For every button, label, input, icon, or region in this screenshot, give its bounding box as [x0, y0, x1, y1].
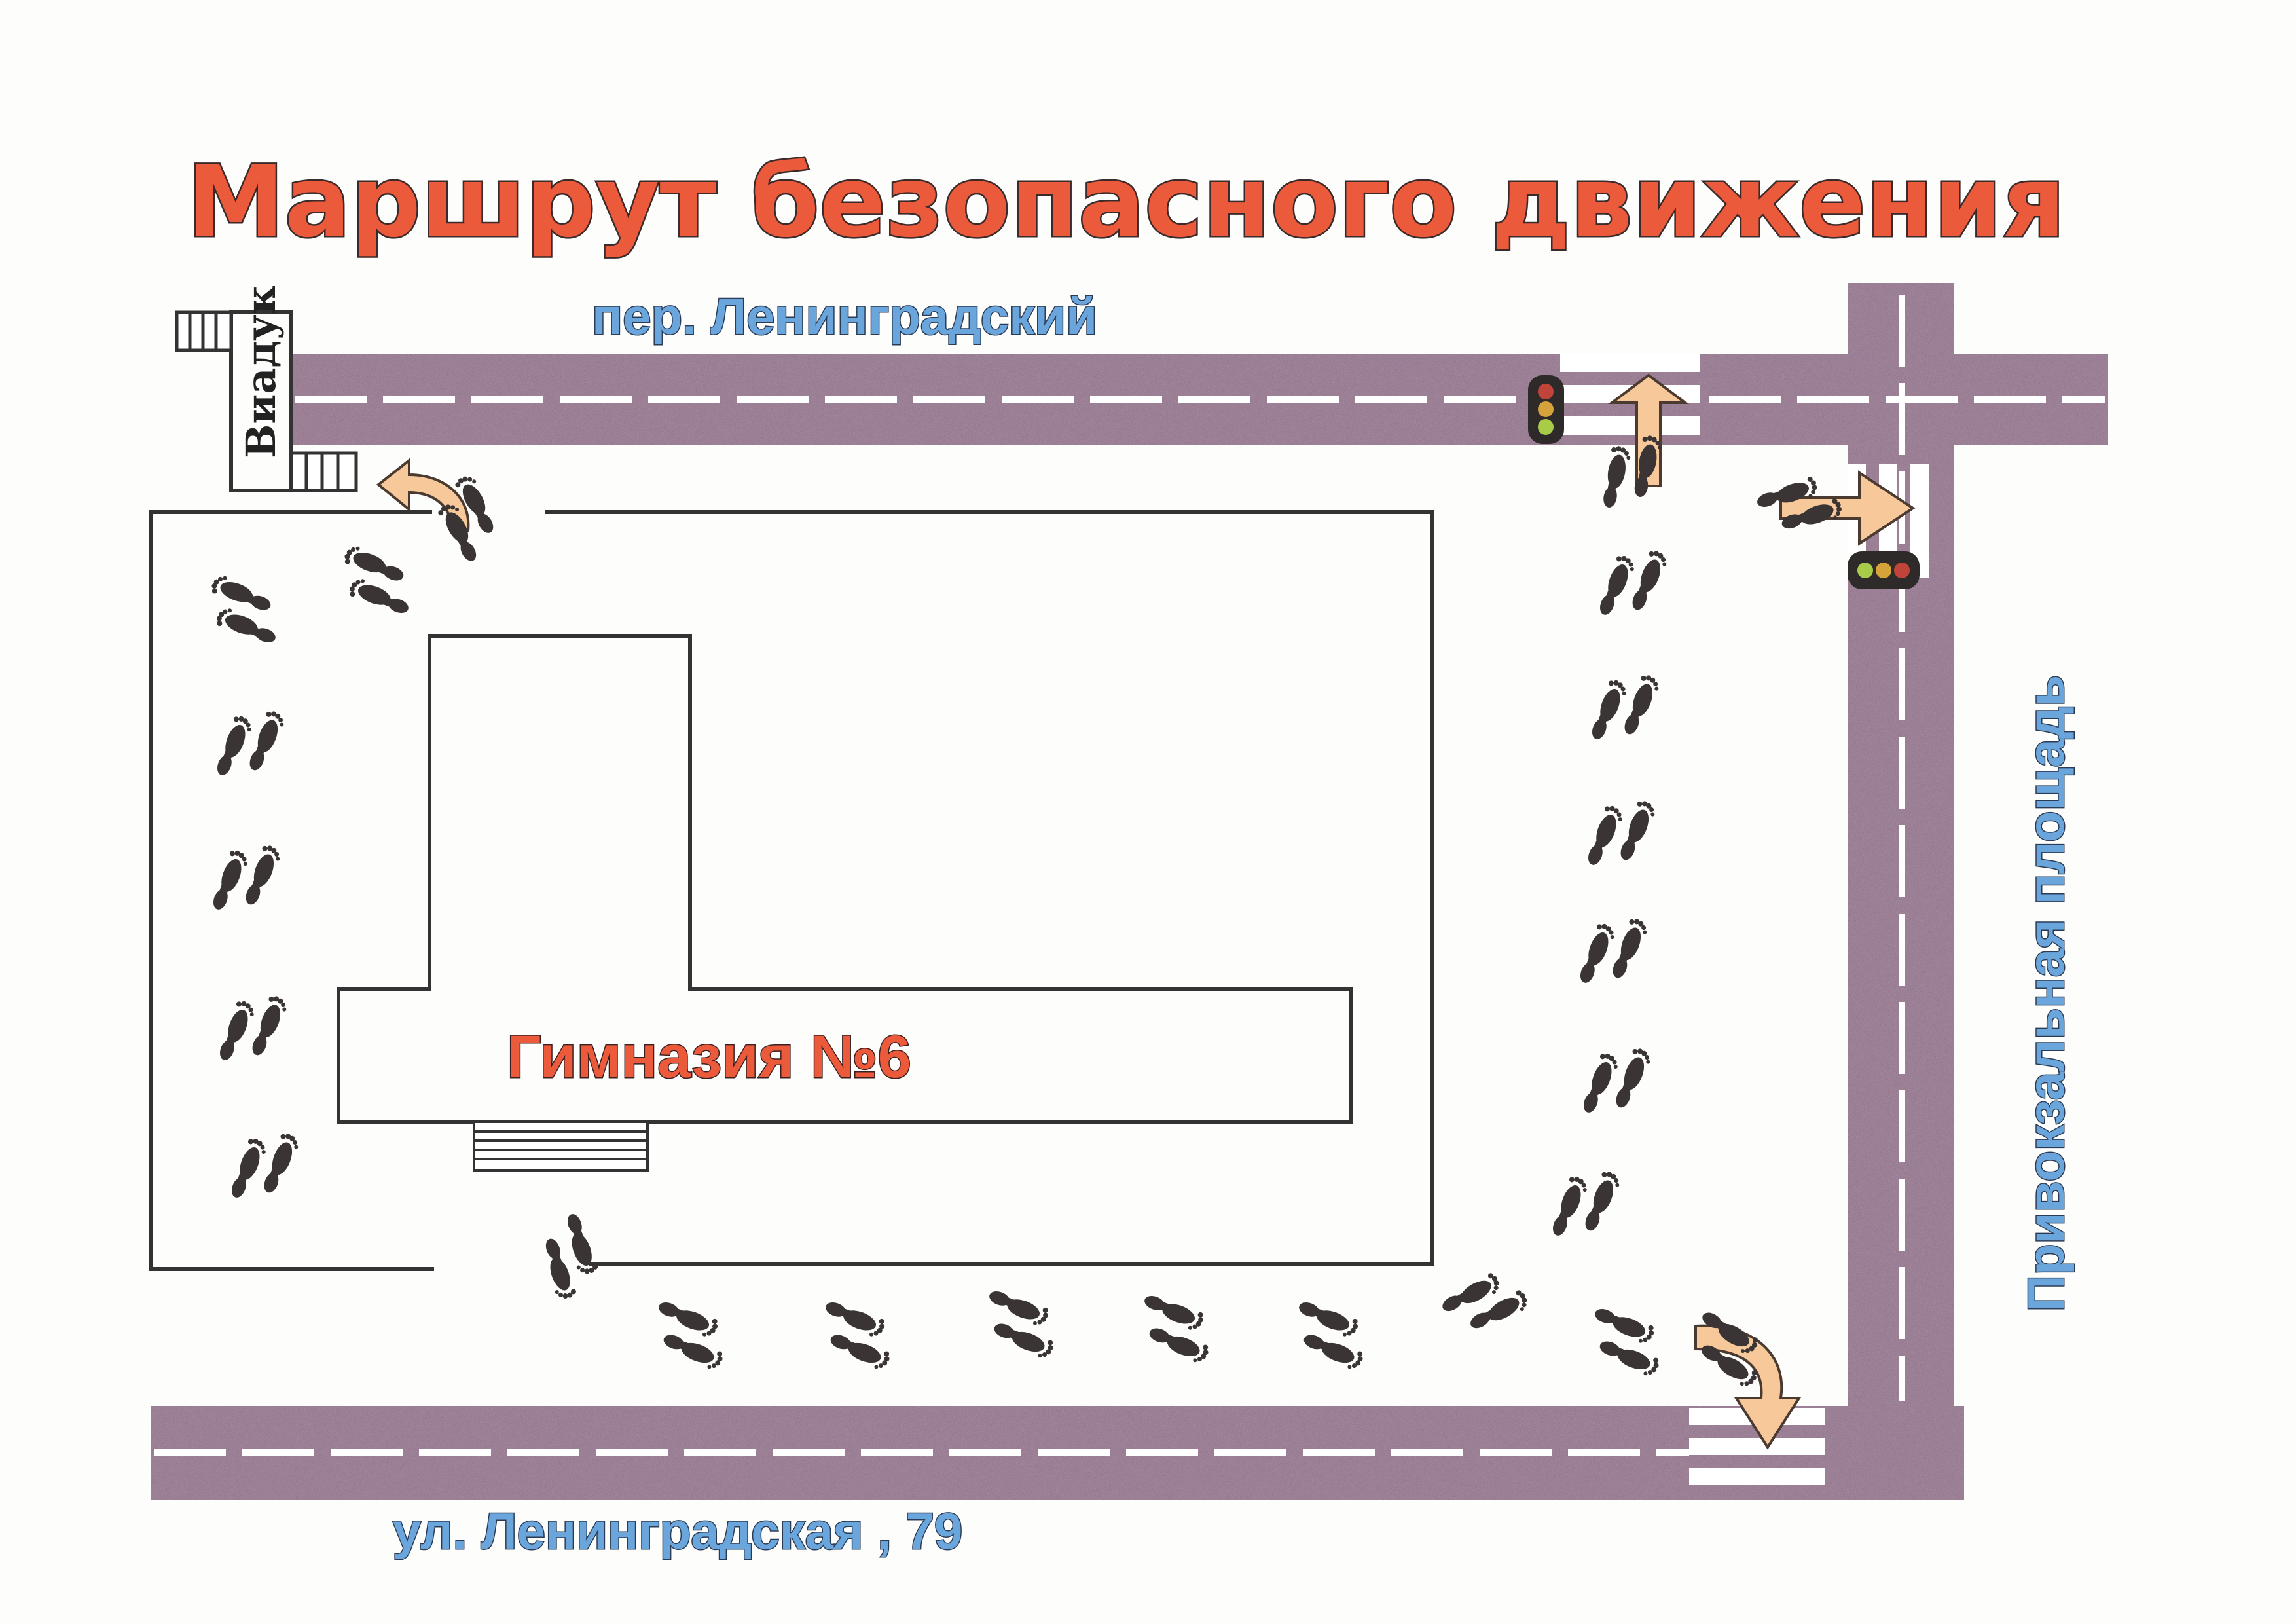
footprints-icon [1285, 1299, 1375, 1372]
roads [151, 283, 2108, 1500]
footprints-icon [217, 984, 289, 1074]
footprints-icon [1440, 1263, 1532, 1344]
traffic-light-icon [1528, 375, 1564, 444]
stairs-icon [473, 1120, 649, 1172]
school-yard [149, 510, 1434, 1271]
footprints-icon [645, 1299, 735, 1372]
route-arrow-icon [376, 457, 470, 532]
viaduct-label: Виадук [237, 285, 285, 458]
street-label-top: пер. Ленинградский [592, 287, 1097, 345]
stairs-icon [175, 310, 358, 492]
viaduct: Виадук [175, 285, 358, 492]
footprints [200, 430, 1845, 1390]
footprints-icon [200, 573, 289, 646]
footprints-icon [1577, 907, 1650, 997]
map-title: Маршрут безопасного движения [187, 145, 2065, 259]
footprints-icon [214, 699, 287, 789]
footprints-icon [975, 1288, 1065, 1361]
footprints-icon [1581, 1306, 1671, 1378]
lane-markings [154, 295, 2105, 1456]
school-label: Гимназия №6 [507, 1024, 911, 1090]
route-arrow-icon [1608, 373, 1689, 487]
footprints-icon [1550, 1160, 1622, 1249]
school-building: Гимназия №6 [337, 634, 1353, 1172]
street-label-right: Привокзальная площадь [2017, 675, 2075, 1312]
footprints-icon [1589, 663, 1662, 753]
footprints-icon [333, 544, 422, 616]
footprints-icon [1597, 539, 1669, 629]
footprints-icon [228, 1122, 301, 1211]
footprints-icon [1580, 1037, 1653, 1126]
footprints-icon [532, 1212, 604, 1302]
street-label-bottom: ул. Ленинградская , 79 [393, 1502, 963, 1560]
footprints-icon [1585, 789, 1658, 879]
footprints-icon [1131, 1293, 1220, 1365]
footprints-icon [812, 1299, 902, 1372]
footprints-icon [210, 834, 283, 923]
traffic-light-icon [1848, 551, 1920, 589]
